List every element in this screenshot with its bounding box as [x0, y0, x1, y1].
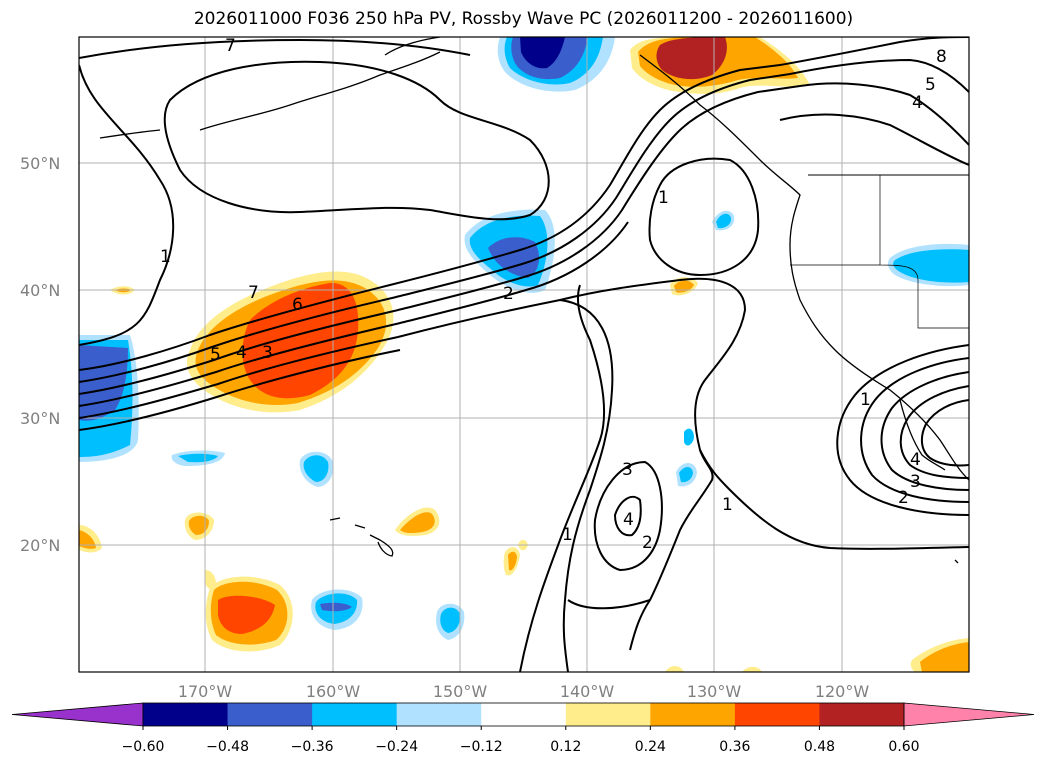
contour-labels: 7 7 5 4 8 1 1 2 6 5 4 3 3 4 2 1 1 1 4 3 …	[160, 36, 947, 553]
colorbar-tick-label: 0.12	[550, 739, 581, 755]
contour-label: 1	[658, 188, 669, 208]
contour-label: 2	[503, 284, 514, 304]
contour-label: 1	[562, 525, 573, 545]
colorbar-over-extension	[903, 702, 1035, 727]
contour-label: 4	[912, 93, 923, 113]
lon-label-170w: 170°W	[178, 682, 233, 701]
colorbar-under-extension	[11, 702, 144, 727]
contour-label: 1	[160, 247, 171, 267]
colorbar-tick-label: −0.12	[460, 739, 503, 755]
lon-label-160w: 160°W	[306, 682, 361, 701]
colorbar-tick-label: 0.48	[804, 739, 835, 755]
lon-label-150w: 150°W	[433, 682, 488, 701]
colorbar-tick-label: 0.36	[719, 739, 750, 755]
lat-label-30n: 30°N	[20, 409, 60, 428]
colorbar-tick-label: −0.48	[206, 739, 249, 755]
map-frame	[78, 36, 970, 673]
colorbar-cell	[312, 703, 398, 726]
colorbar: −0.60 −0.48 −0.36 −0.24 −0.12 0.12 0.24 0.36 0.4…	[11, 702, 1035, 755]
contour-label: 2	[642, 533, 653, 553]
colorbar-frame	[142, 702, 905, 727]
latitude-labels: 50°N 40°N 30°N 20°N	[20, 154, 60, 555]
contour-label: 8	[936, 47, 947, 67]
contour-label: 7	[248, 283, 259, 303]
contour-label: 5	[925, 75, 936, 95]
colorbar-tick-label: 0.60	[888, 739, 919, 755]
colorbar-tick-label: −0.36	[291, 739, 334, 755]
longitude-labels: 170°W 160°W 150°W 140°W 130°W 120°W	[178, 682, 870, 701]
contour-label: 1	[860, 390, 871, 410]
colorbar-cell	[734, 703, 820, 726]
contour-label: 7	[225, 36, 236, 56]
contour-label: 2	[898, 488, 909, 508]
contour-label: 5	[210, 345, 221, 365]
colorbar-cell	[143, 703, 229, 726]
colorbar-tick-label: 0.24	[635, 739, 666, 755]
colorbar-cell	[396, 703, 482, 726]
lon-label-130w: 130°W	[687, 682, 742, 701]
contour-label: 4	[236, 343, 247, 363]
contour-label: 3	[262, 343, 273, 363]
colorbar-cell	[819, 703, 905, 726]
rw-contours	[79, 37, 969, 672]
colorbar-cell	[481, 703, 567, 726]
lat-label-40n: 40°N	[20, 281, 60, 300]
colorbar-tick-label: −0.24	[375, 739, 418, 755]
lon-label-140w: 140°W	[560, 682, 615, 701]
contour-label: 4	[910, 450, 921, 470]
colorbar-cell	[650, 703, 736, 726]
colorbar-cell	[227, 703, 313, 726]
colorbar-tick-label: −0.60	[122, 739, 165, 755]
map-title: 2026011000 F036 250 hPa PV, Rossby Wave …	[193, 9, 854, 29]
lat-label-20n: 20°N	[20, 536, 60, 555]
contour-label: 4	[623, 510, 634, 530]
lon-label-120w: 120°W	[815, 682, 870, 701]
contour-label: 3	[910, 472, 921, 492]
contour-label: 3	[622, 460, 633, 480]
colorbar-cell	[565, 703, 651, 726]
coastlines	[99, 37, 969, 564]
lat-label-50n: 50°N	[20, 154, 60, 173]
contour-label: 1	[722, 495, 733, 515]
contour-label: 6	[292, 295, 303, 315]
pv-shading	[79, 37, 969, 672]
